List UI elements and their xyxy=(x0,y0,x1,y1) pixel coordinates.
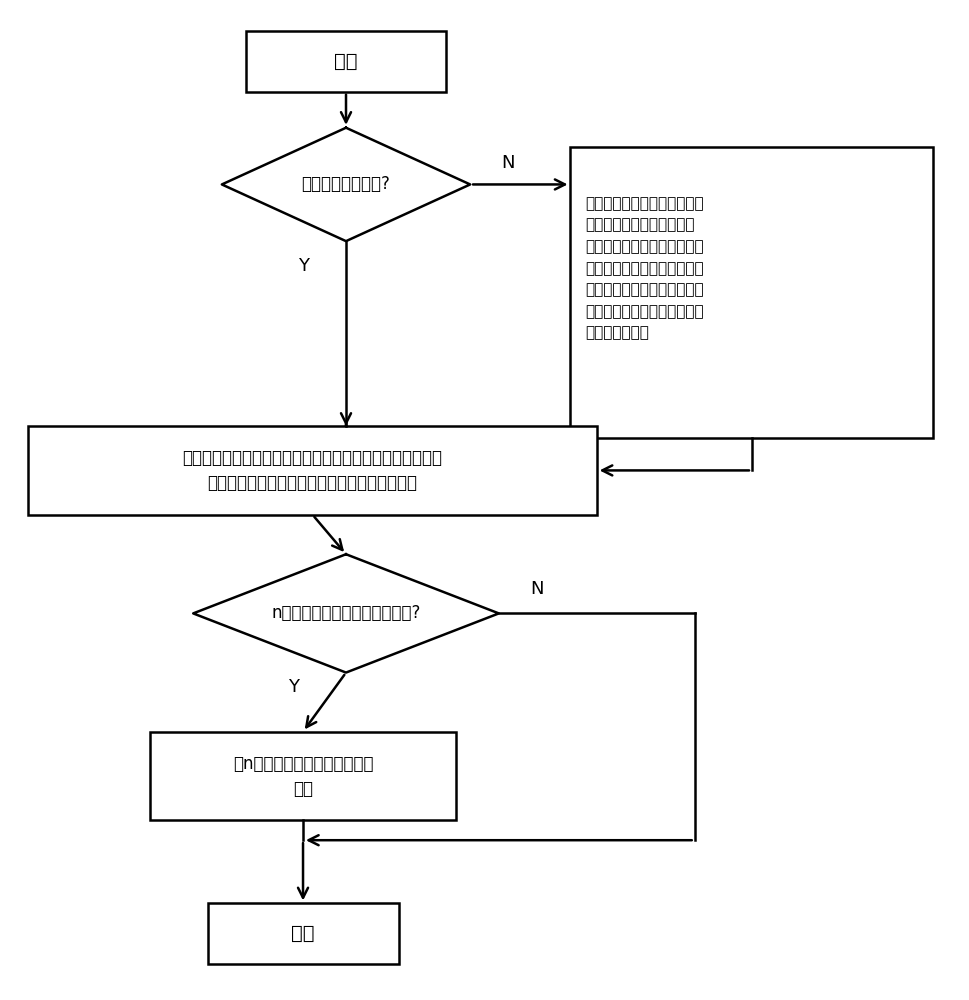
Polygon shape xyxy=(193,554,499,673)
Bar xyxy=(150,732,455,820)
Text: Y: Y xyxy=(288,678,299,696)
Text: N: N xyxy=(530,580,544,598)
Text: n号班次车辆在始发站等待发车?: n号班次车辆在始发站等待发车? xyxy=(271,604,421,622)
Text: 已制定计划时间表?: 已制定计划时间表? xyxy=(301,175,391,193)
Text: N: N xyxy=(502,154,516,172)
Text: Y: Y xyxy=(297,257,308,275)
Bar xyxy=(28,426,597,515)
Text: 返回: 返回 xyxy=(292,924,315,943)
Polygon shape xyxy=(222,128,470,241)
Bar xyxy=(571,147,933,438)
Text: 向n号班次车载单元发送执行时
刻表: 向n号班次车载单元发送执行时 刻表 xyxy=(233,755,373,798)
Text: 开始: 开始 xyxy=(334,52,358,71)
Text: 调用本条快速公交线路当前时段计划时间表，根据各班次发
车到站时刻、各车站停车时间，形成运行时刻表: 调用本条快速公交线路当前时段计划时间表，根据各班次发 车到站时刻、各车站停车时间… xyxy=(182,449,443,492)
Text: 驾驶员用带有车辆位置检测单
元的车辆，在各种道路条件
下，从一个车站起步开始到另
一个车站停止过程中，系统将
每秒钟记录一次当前的位置经
纬度数据与时间关联到一: 驾驶员用带有车辆位置检测单 元的车辆，在各种道路条件 下，从一个车站起步开始到另… xyxy=(584,196,703,341)
Bar xyxy=(207,903,398,964)
Bar xyxy=(246,31,447,92)
